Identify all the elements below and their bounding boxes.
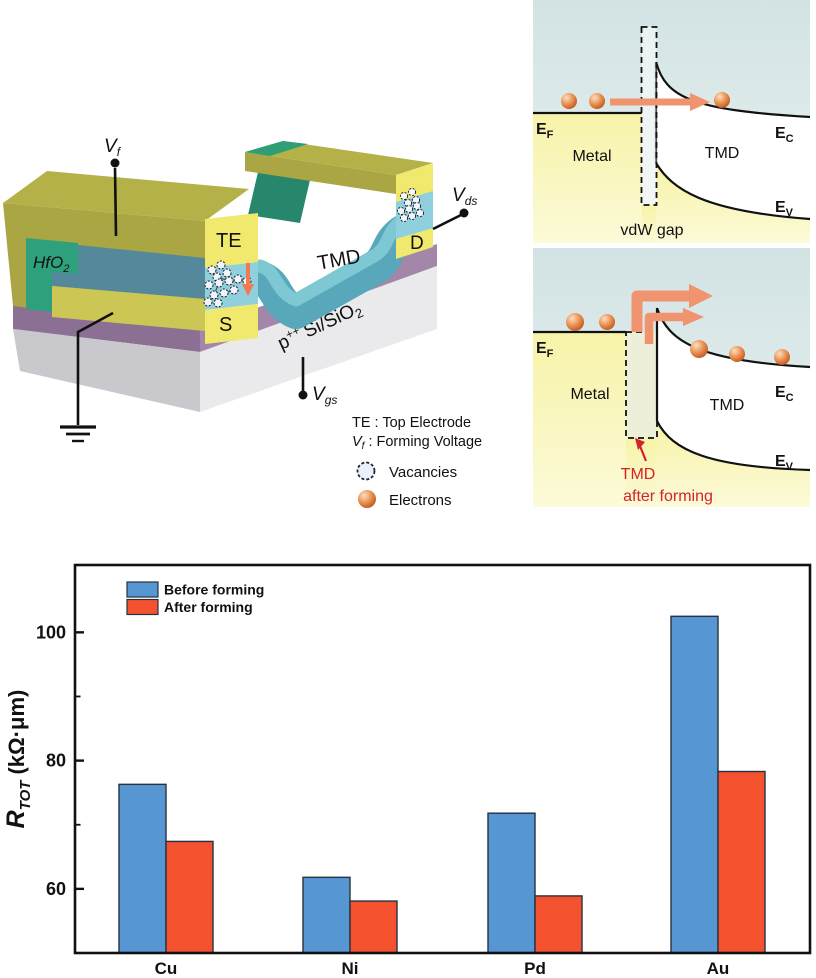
x-category-label: Ni [342, 959, 359, 978]
band2-metal-region [533, 332, 626, 507]
vgs-label: Vgs [312, 384, 337, 407]
legend-label: After forming [164, 599, 253, 615]
ground-wire [76, 311, 114, 425]
plot-frame [73, 563, 812, 955]
electron-icon [358, 490, 376, 508]
legend-label: Before forming [164, 582, 264, 598]
source-electrode-face [205, 304, 258, 344]
vds-label: Vds [452, 185, 477, 208]
vgs-node-dot [298, 390, 308, 400]
annotation-line1: TMD [621, 466, 656, 483]
bar-cu-after [165, 840, 214, 954]
vacancy-icon [356, 461, 376, 481]
bar-ni-before [302, 876, 351, 954]
x-category-label: Au [707, 959, 730, 978]
d-label: D [410, 233, 424, 254]
y-tick-label: 80 [46, 751, 66, 771]
s-label: S [219, 314, 232, 336]
vds-node-dot [459, 208, 469, 218]
vf-node-dot [110, 158, 120, 168]
band1-below-ev [656, 164, 810, 243]
band-diagram-after-forming: EF Metal TMD EC EV TMD after forming [533, 248, 811, 507]
band1-gap-bottom [642, 205, 657, 243]
band2-gap-bottom [626, 438, 657, 507]
source-extension [52, 286, 205, 331]
key-vacancies-label: Vacancies [389, 464, 457, 481]
gate-block-top [3, 171, 249, 221]
formed-tmd-box [625, 331, 658, 439]
key-vf-line: Vf: Forming Voltage [352, 434, 482, 452]
ground-icon [60, 425, 96, 443]
wires [76, 167, 462, 425]
x-category-label: Cu [155, 959, 178, 978]
bar-ni-after [349, 900, 398, 954]
key-electrons-label: Electrons [389, 492, 452, 509]
key-te-line: TE : Top Electrode [352, 415, 471, 431]
vdw-gap-label: vdW gap [620, 222, 683, 239]
oxide-panel [52, 245, 205, 299]
band2-electrons [566, 313, 790, 365]
annotation-line2: after forming [623, 488, 713, 505]
band-diagram-before-forming: EF Metal TMD EC EV vdW gap [533, 0, 811, 243]
forming-arrow-icon [242, 263, 254, 296]
vacancy-cluster-drain [396, 187, 425, 223]
bar-pd-before [487, 812, 536, 954]
band2-metal-label: Metal [570, 386, 609, 403]
vf-label: Vf [104, 136, 122, 159]
legend-swatch [126, 581, 159, 598]
band2-tmd-label: TMD [710, 397, 745, 414]
bar-au-after [717, 770, 766, 954]
drain-block-front [245, 152, 396, 194]
band1-electrons [561, 92, 730, 109]
band1-ec-label: EC [775, 125, 794, 145]
schematic-key: TE : Top Electrode Vf: Forming Voltage V… [352, 415, 482, 509]
tunneling-arrowhead [690, 93, 710, 111]
si-substrate-front-face [200, 266, 437, 412]
si-substrate-left-face [13, 329, 200, 412]
drain-block-top [245, 141, 433, 175]
band1-metal-region [533, 113, 642, 243]
band2-ec-label: EC [775, 384, 794, 404]
vdw-gap-box [640, 26, 658, 206]
annotation-arrowhead [635, 438, 645, 450]
injection-arrows [631, 284, 713, 344]
device-schematic: p++Si/SiO2 [3, 136, 482, 509]
y-tick-label: 100 [36, 622, 66, 642]
vf-wire [113, 167, 118, 237]
te-label: TE [216, 230, 242, 252]
top-electrode-face [205, 213, 258, 268]
vds-wire [432, 213, 462, 231]
device-and-band-figure: p++Si/SiO2 [3, 0, 811, 509]
tmd-back-wall [248, 172, 310, 223]
tmd-channel-top [253, 212, 411, 307]
band2-ev-label: EV [775, 453, 794, 473]
band1-ev-label: EV [775, 199, 794, 219]
band2-ef-label: EF [536, 340, 554, 360]
band2-below-ev [657, 422, 810, 507]
legend-swatch [126, 598, 159, 616]
band1-metal-label: Metal [572, 148, 611, 165]
band1-tmd-label: TMD [705, 145, 740, 162]
formed-tmd-annotation: TMD after forming [621, 438, 713, 505]
band2-ev-curve [656, 420, 811, 472]
bar-au-before [670, 615, 719, 954]
bar-cu-before [118, 783, 167, 954]
y-tick-label: 60 [46, 879, 66, 899]
y-axis-label: RTOT(kΩ·μm) [2, 690, 34, 829]
band1-ef-label: EF [536, 121, 554, 141]
bar-pd-after [534, 895, 583, 954]
band1-ev-curve [655, 162, 811, 221]
drain-tmd-sliver [245, 141, 308, 156]
x-category-label: Pd [524, 959, 546, 978]
hfo2-label: HfO2 [33, 253, 69, 275]
